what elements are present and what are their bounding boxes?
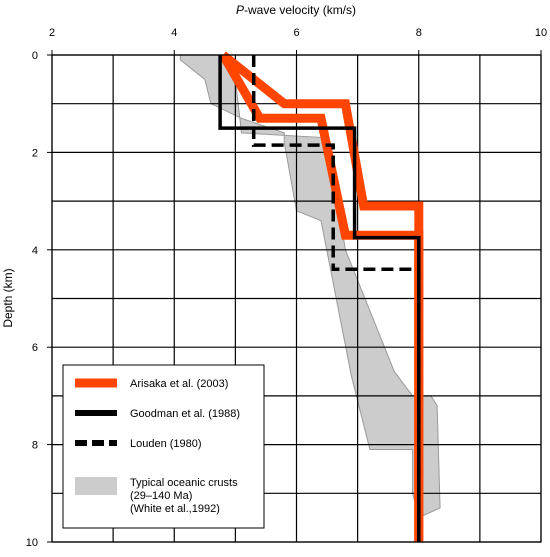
y-tick-label: 0: [32, 50, 38, 62]
y-tick-label: 2: [32, 147, 38, 159]
legend-box: [62, 364, 265, 529]
x-tick-label: 10: [535, 27, 547, 39]
x-axis-label-italic: P: [236, 3, 244, 17]
x-axis-label-text: -wave velocity (km/s): [244, 3, 356, 17]
x-tick-label: 4: [171, 27, 177, 39]
legend-label-louden: Louden (1980): [130, 438, 202, 450]
legend-label-goodman: Goodman et al. (1988): [130, 408, 240, 420]
x-axis-label: P-wave velocity (km/s): [236, 3, 356, 17]
legend-label-oceanic-line: (White et al.,1992): [130, 503, 220, 515]
y-tick-label: 10: [26, 537, 38, 549]
legend-swatch-oceanic: [75, 477, 117, 495]
series-louden-line: [251, 55, 421, 542]
y-tick-label: 4: [32, 245, 38, 257]
x-tick-label: 6: [293, 27, 299, 39]
y-tick-label: 6: [32, 342, 38, 354]
legend-label-arisaka: Arisaka et al. (2003): [130, 378, 228, 390]
y-axis-label: Depth (km): [1, 268, 15, 327]
legend-label-oceanic: Typical oceanic crusts (29–140 Ma) (White …: [130, 477, 238, 515]
legend-label-oceanic-line: (29–140 Ma): [130, 490, 192, 502]
x-tick-label: 8: [416, 27, 422, 39]
x-tick-label: 2: [49, 27, 55, 39]
y-tick-label: 8: [32, 440, 38, 452]
legend-label-oceanic-line: Typical oceanic crusts: [130, 477, 238, 489]
